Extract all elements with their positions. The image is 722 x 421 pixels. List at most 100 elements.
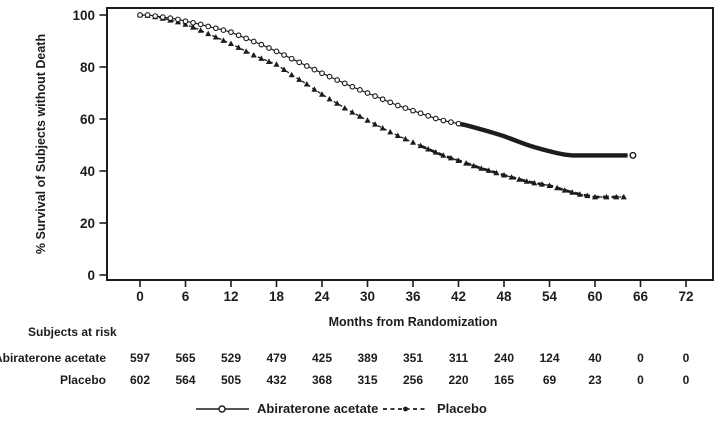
placebo-triangle-marker-icon	[326, 95, 333, 102]
x-tick-label: 24	[314, 289, 330, 304]
at-risk-value: 368	[312, 373, 332, 387]
abiraterone-circle-marker-icon	[288, 55, 295, 62]
x-tick-label: 6	[182, 289, 190, 304]
at-risk-value: 389	[357, 351, 377, 365]
legend-label-abiraterone: Abiraterone acetate	[257, 401, 378, 416]
x-tick-label: 66	[633, 289, 649, 304]
at-risk-row-label-abiraterone: Abiraterone acetate	[0, 351, 106, 365]
at-risk-value: 240	[494, 351, 514, 365]
abiraterone-circle-marker-icon	[334, 77, 341, 83]
abiraterone-circle-marker-icon	[379, 96, 386, 103]
at-risk-value: 564	[175, 373, 195, 387]
abiraterone-circle-marker-icon	[243, 35, 250, 42]
abiraterone-circle-marker-icon	[205, 23, 212, 30]
placebo-triangle-marker-icon	[197, 27, 204, 33]
abiraterone-end-circle-marker-icon	[629, 151, 637, 159]
placebo-triangle-marker-icon	[493, 169, 500, 176]
at-risk-value: 23	[588, 373, 602, 387]
abiraterone-circle-marker-icon	[152, 13, 159, 19]
placebo-triangle-marker-icon	[190, 24, 197, 30]
y-tick-label: 60	[80, 112, 95, 127]
placebo-triangle-marker-icon	[523, 178, 530, 184]
abiraterone-circle-marker-icon	[235, 32, 242, 39]
y-tick-label: 40	[80, 164, 95, 179]
placebo-triangle-marker-icon	[569, 189, 576, 195]
abiraterone-circle-marker-icon	[182, 18, 189, 25]
placebo-triangle-marker-icon	[409, 139, 416, 145]
abiraterone-circle-marker-icon	[273, 48, 280, 55]
placebo-triangle-marker-icon	[485, 167, 492, 173]
at-risk-value: 602	[130, 373, 150, 387]
placebo-triangle-marker-icon	[500, 172, 507, 178]
placebo-triangle-marker-icon	[281, 66, 288, 72]
abiraterone-circle-marker-icon	[341, 80, 348, 87]
placebo-triangle-marker-icon	[470, 162, 477, 169]
abiraterone-circle-marker-icon	[326, 73, 333, 80]
x-tick-label: 42	[451, 289, 466, 304]
placebo-triangle-marker-icon	[455, 157, 462, 163]
legend-placebo-dot-marker-icon	[403, 406, 408, 412]
y-tick-label: 0	[87, 268, 95, 283]
at-risk-value: 220	[448, 373, 468, 387]
at-risk-value: 479	[266, 351, 286, 365]
at-risk-value: 432	[266, 373, 286, 387]
placebo-triangle-marker-icon	[613, 193, 620, 200]
placebo-triangle-marker-icon	[205, 30, 212, 37]
abiraterone-circle-marker-icon	[159, 14, 166, 20]
at-risk-value: 597	[130, 351, 150, 365]
placebo-triangle-marker-icon	[250, 51, 257, 58]
abiraterone-circle-marker-icon	[410, 107, 416, 114]
placebo-curve-censored-band	[420, 144, 624, 199]
at-risk-value: 124	[539, 351, 559, 365]
placebo-triangle-marker-icon	[425, 146, 432, 152]
placebo-triangle-marker-icon	[508, 174, 515, 180]
placebo-triangle-marker-icon	[334, 100, 341, 106]
placebo-triangle-marker-icon	[311, 86, 318, 92]
abiraterone-circle-marker-icon	[417, 110, 424, 117]
abiraterone-curve-censored-band	[458, 121, 628, 158]
at-risk-value: 425	[312, 351, 332, 365]
abiraterone-circle-marker-icon	[394, 102, 401, 109]
placebo-triangle-marker-icon	[478, 165, 485, 171]
abiraterone-circle-marker-icon	[296, 59, 303, 66]
at-risk-title: Subjects at risk	[28, 325, 117, 339]
abiraterone-circle-marker-icon	[212, 25, 219, 32]
abiraterone-circle-marker-icon	[432, 115, 439, 122]
placebo-triangle-marker-icon	[364, 117, 371, 123]
x-tick-label: 48	[496, 289, 512, 304]
placebo-triangle-marker-icon	[620, 193, 627, 200]
placebo-triangle-marker-icon	[546, 182, 553, 188]
placebo-triangle-marker-icon	[341, 104, 348, 111]
at-risk-value: 0	[683, 351, 690, 365]
x-tick-label: 0	[136, 289, 144, 304]
placebo-triangle-marker-icon	[394, 132, 401, 139]
at-risk-row-label-placebo: Placebo	[60, 373, 106, 387]
at-risk-value: 40	[588, 351, 602, 365]
placebo-triangle-marker-icon	[258, 55, 265, 61]
legend: Abiraterone acetate Placebo	[196, 401, 487, 416]
at-risk-value: 256	[403, 373, 423, 387]
at-risk-value: 0	[637, 373, 644, 387]
abiraterone-circle-marker-icon	[425, 113, 432, 119]
at-risk-value: 315	[357, 373, 377, 387]
placebo-triangle-marker-icon	[303, 81, 310, 87]
placebo-triangle-marker-icon	[356, 113, 363, 119]
abiraterone-circle-marker-icon	[448, 119, 454, 125]
x-tick-label: 54	[542, 289, 558, 304]
placebo-triangle-marker-icon	[379, 125, 386, 131]
placebo-triangle-marker-icon	[296, 76, 303, 82]
abiraterone-circle-marker-icon	[250, 38, 257, 45]
placebo-triangle-marker-icon	[318, 91, 325, 97]
placebo-triangle-marker-icon	[273, 61, 280, 67]
placebo-triangle-marker-icon	[576, 191, 583, 197]
abiraterone-circle-marker-icon	[190, 19, 196, 26]
abiraterone-circle-marker-icon	[266, 45, 272, 51]
placebo-triangle-marker-icon	[440, 152, 447, 158]
legend-abiraterone-circle-marker-icon	[218, 405, 226, 413]
placebo-triangle-marker-icon	[463, 160, 470, 166]
y-tick-label: 20	[80, 216, 95, 231]
abiraterone-circle-marker-icon	[137, 12, 143, 18]
x-tick-label: 72	[678, 289, 693, 304]
placebo-triangle-marker-icon	[349, 109, 356, 115]
